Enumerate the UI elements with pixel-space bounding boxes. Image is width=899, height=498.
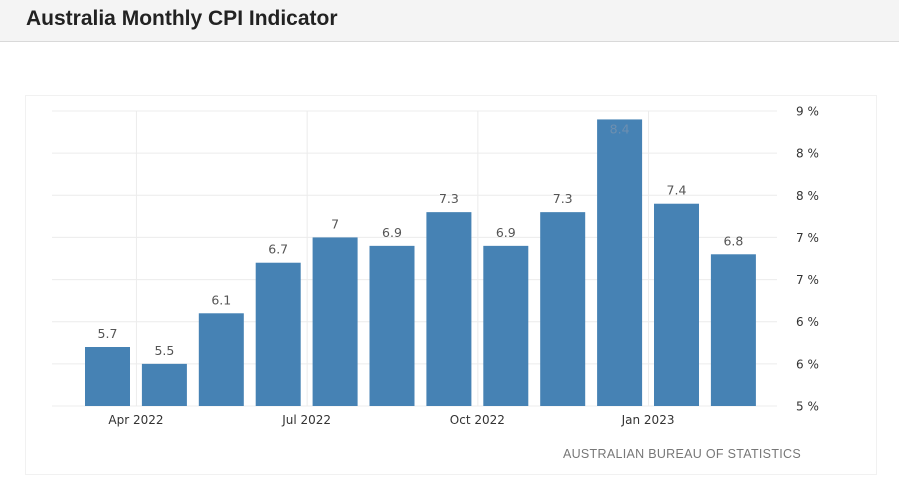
bar-value-label: 6.9 [382,225,402,240]
x-tick-label: Jul 2022 [281,413,331,427]
x-tick-label: Oct 2022 [450,413,505,427]
bar [597,119,643,406]
bar-value-label: 6.1 [211,292,231,307]
data-labels: 5.7 5.5 6.1 6.7 7 6.9 7.3 6.9 7.3 8.4 7.4 6.8 [98,121,744,357]
bar [483,245,529,406]
bar-value-label: 6.9 [496,225,516,240]
bar-value-label: 6.8 [723,233,743,248]
x-tick-label: Jan 2023 [621,413,675,427]
source-label: AUSTRALIAN BUREAU OF STATISTICS [563,447,801,461]
bar-value-label: 7.3 [439,191,459,206]
bar-value-label: 5.5 [154,343,174,358]
x-tick-label: Apr 2022 [108,413,163,427]
bar [312,237,358,406]
page-title: Australia Monthly CPI Indicator [26,7,338,30]
y-axis-ticks: 5 % 6 % 6 % 7 % 7 % 8 % 8 % 9 % [796,105,819,414]
y-tick-label: 7 % [796,231,819,245]
y-tick-label: 8 % [796,189,819,203]
bar-value-label: 7.3 [553,191,573,206]
y-tick-label: 5 % [796,400,819,414]
bars [85,119,756,406]
y-tick-label: 6 % [796,315,819,329]
y-tick-label: 6 % [796,357,819,371]
bar-value-label: 7.4 [667,183,687,198]
y-tick-label: 8 % [796,147,819,161]
bar [198,313,244,406]
bar [540,212,586,406]
bar [85,347,130,406]
bar-value-label: 5.7 [98,326,118,341]
bar [255,262,301,406]
y-tick-label: 9 % [796,105,819,119]
chart-header: Australia Monthly CPI Indicator [0,0,899,42]
bar [369,245,415,406]
bar [654,203,699,406]
y-tick-label: 7 % [796,273,819,287]
x-axis-ticks: Apr 2022 Jul 2022 Oct 2022 Jan 2023 [108,413,674,427]
bar [426,212,472,406]
bar [710,254,756,406]
bar [141,363,187,406]
bar-value-label: 6.7 [268,242,288,257]
bar-value-label: 7 [331,216,339,231]
bar-value-label: 8.4 [610,121,630,136]
